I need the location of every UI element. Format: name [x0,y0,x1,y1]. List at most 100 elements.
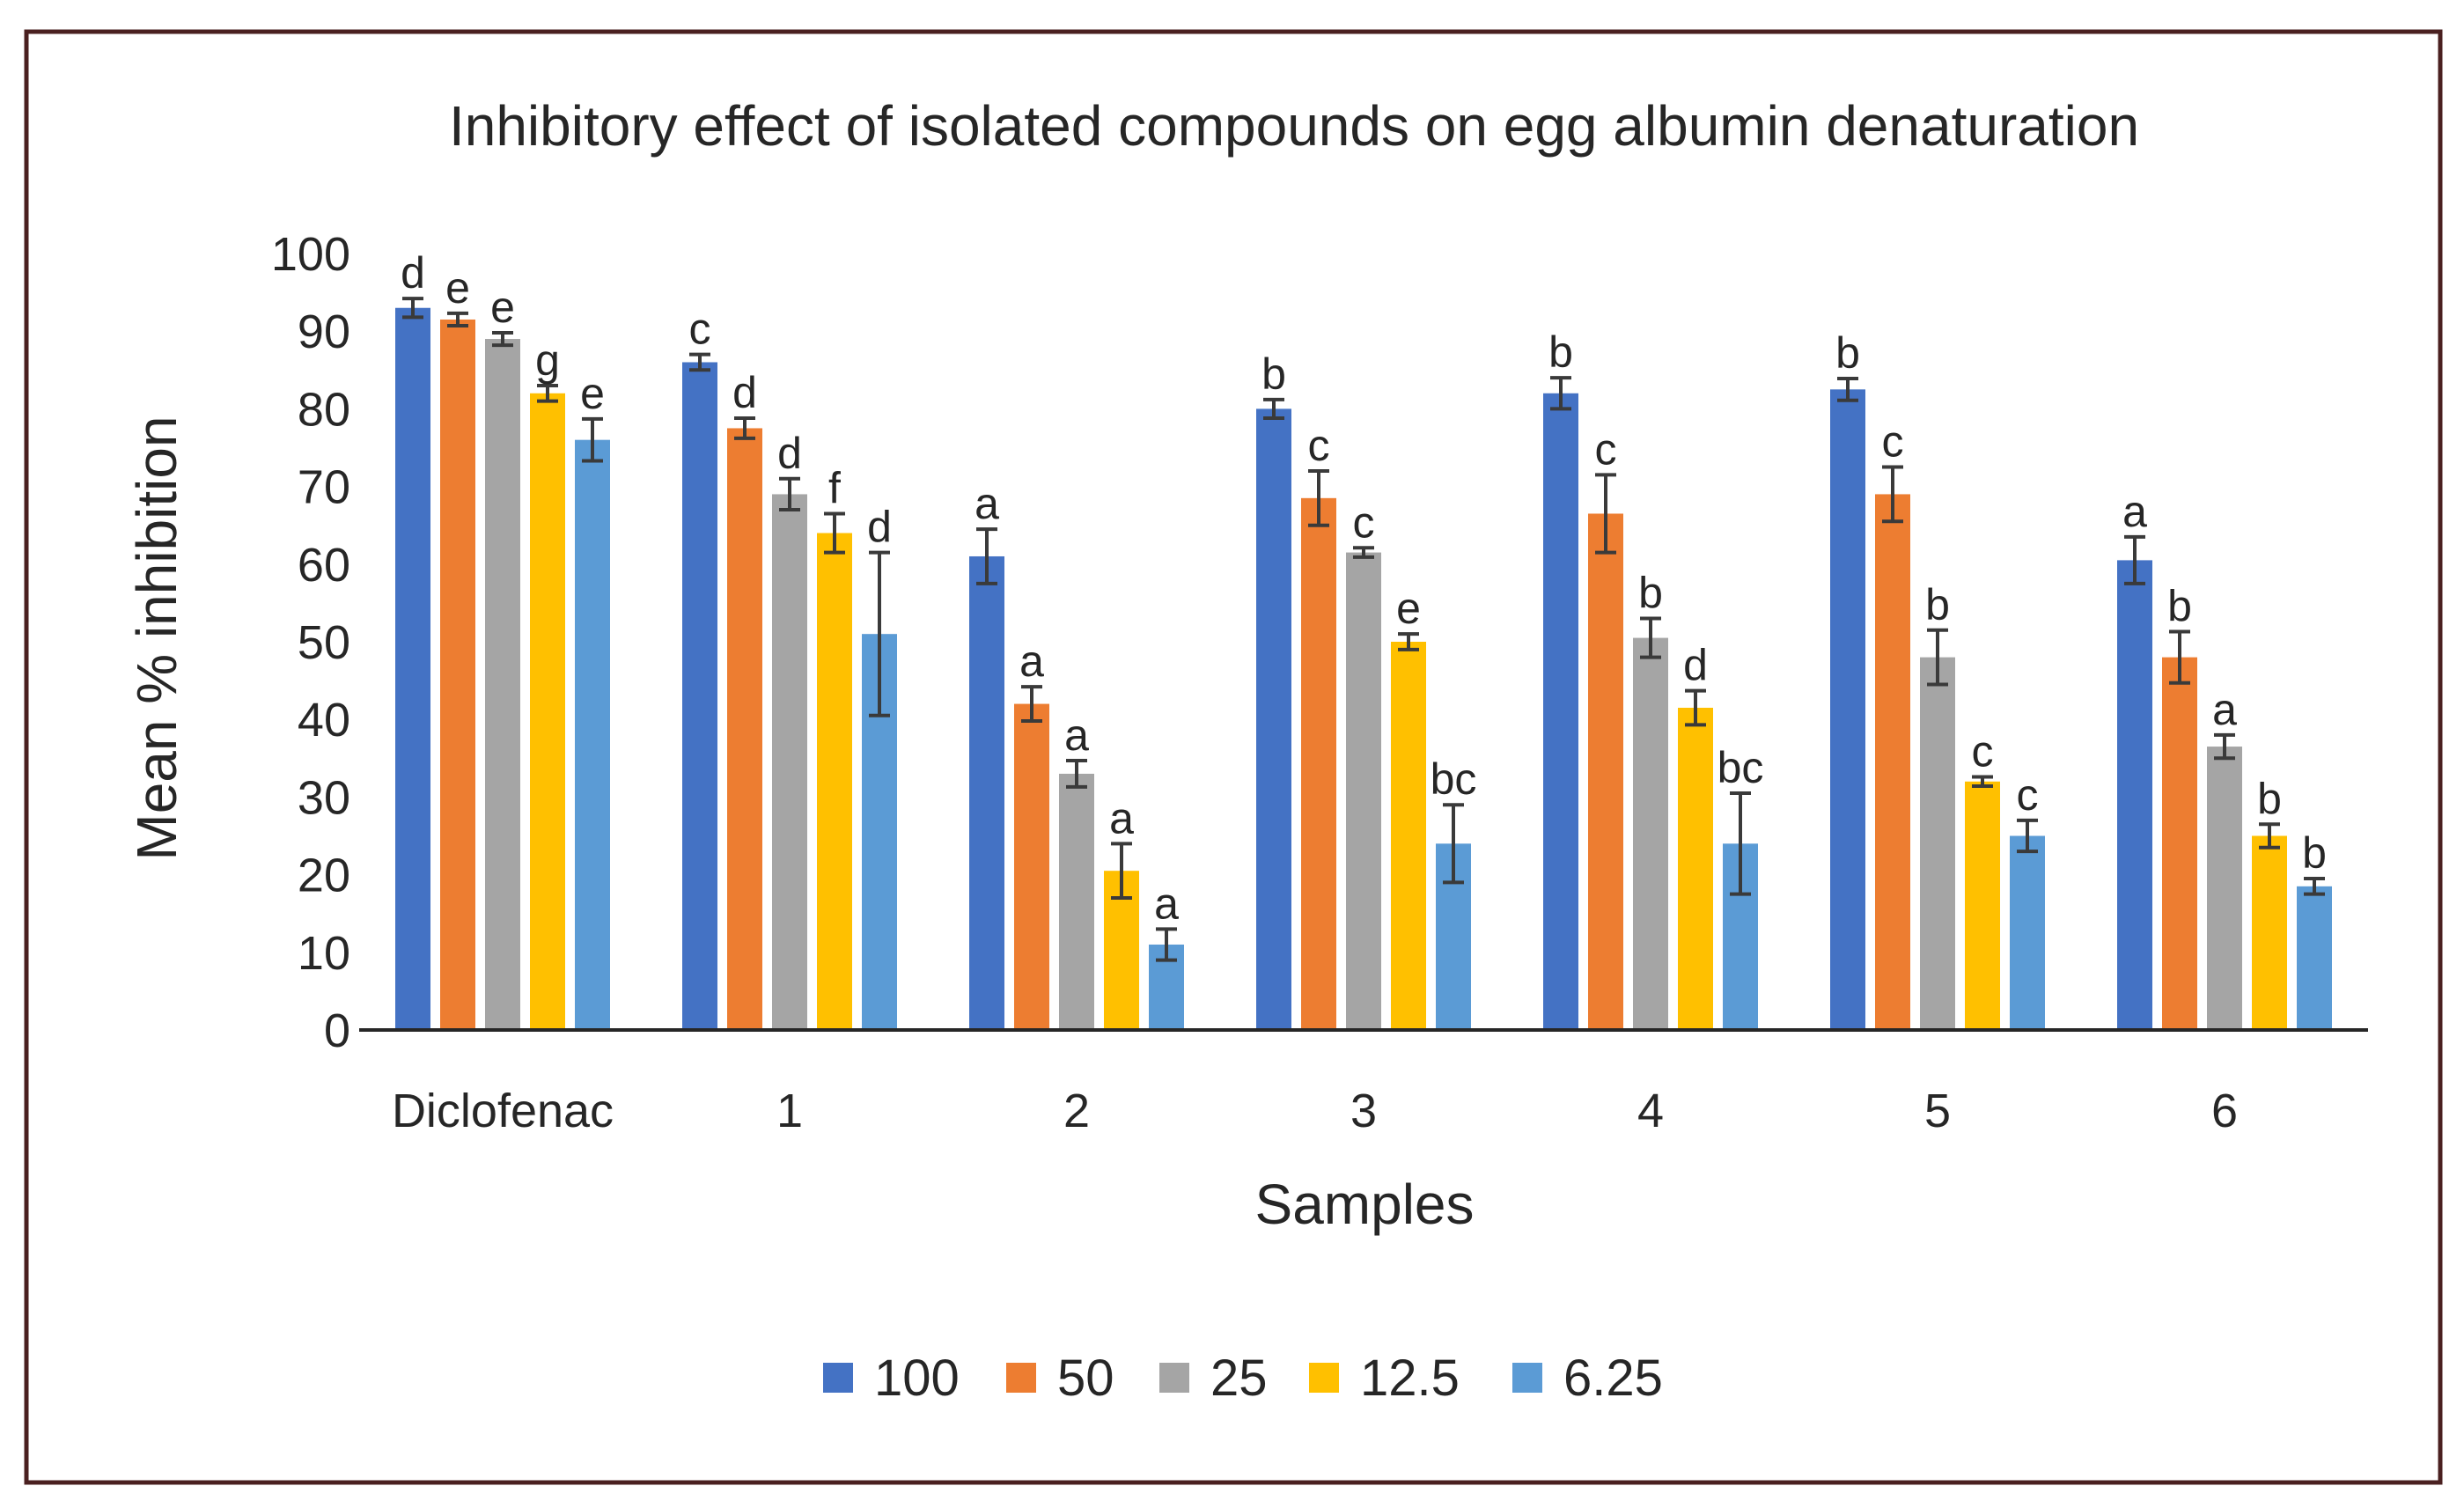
x-tick-label: 4 [1637,1085,1664,1137]
significance-label: a [1154,879,1179,928]
bar [1543,393,1578,1030]
bar [1678,707,1713,1030]
significance-label: c [1308,421,1330,470]
significance-label: b [2302,828,2327,878]
significance-label: d [867,503,892,552]
bar [1256,408,1291,1030]
y-axis-title: Mean % inhibition [125,416,188,860]
y-tick-label: 60 [298,539,350,592]
significance-label: d [777,429,802,478]
bar [682,362,717,1031]
x-tick-label: 5 [1924,1085,1951,1137]
significance-label: b [1548,327,1573,377]
y-tick-label: 20 [298,850,350,902]
significance-label: c [1882,417,1904,467]
y-tick-label: 10 [298,927,350,980]
bar [440,319,475,1031]
legend-swatch [1159,1363,1189,1393]
bar [1588,513,1623,1030]
significance-label: bc [1431,754,1477,804]
significance-label: d [732,368,757,417]
bar [1875,494,1910,1030]
bar [2252,835,2287,1030]
x-tick-label: 1 [776,1085,803,1137]
bar [485,339,520,1030]
significance-label: c [1972,726,1994,776]
legend-label: 25 [1210,1350,1268,1407]
bars-layer [395,307,2332,1031]
significance-label: d [1683,641,1708,690]
legend-swatch [823,1363,853,1393]
bar [575,439,610,1030]
bar [1301,497,1336,1030]
bar [772,494,807,1030]
significance-label: b [2167,582,2192,631]
bar [2162,657,2197,1030]
significance-label: f [828,463,841,512]
significance-label: bc [1717,743,1764,792]
chart-frame [24,29,2443,1485]
bar [1014,703,1049,1030]
significance-label: e [445,263,470,313]
x-axis-ticks: Diclofenac 1 2 3 4 5 6 [392,1085,2238,1137]
legend-swatch [1309,1363,1339,1393]
bar [1965,781,2000,1030]
bar [530,393,565,1030]
significance-label: a [2122,487,2147,536]
legend-label: 12.5 [1360,1350,1460,1407]
legend-swatch [1006,1363,1036,1393]
significance-label: a [1019,636,1044,686]
bar [395,307,430,1030]
significance-label: a [1064,710,1089,760]
chart-title: Inhibitory effect of isolated compounds … [449,94,2139,158]
bar [969,555,1004,1030]
bar [1391,642,1426,1030]
significance-label: e [580,369,605,418]
significance-label: b [1835,328,1860,378]
legend-label: 6.25 [1563,1350,1663,1407]
bar [2207,747,2242,1030]
bar [2117,560,2152,1030]
significance-label: e [490,283,515,332]
x-tick-label: Diclofenac [392,1085,614,1137]
y-tick-label: 100 [271,228,350,281]
y-tick-label: 30 [298,771,350,824]
x-tick-label: 6 [2211,1085,2238,1137]
bar [1633,637,1668,1030]
significance-label: b [1638,569,1663,618]
x-tick-label: 3 [1350,1085,1377,1137]
y-tick-label: 40 [298,694,350,747]
y-tick-label: 80 [298,383,350,436]
legend-label: 50 [1057,1350,1114,1407]
significance-label: g [535,335,560,385]
significance-label: a [2212,685,2237,734]
significance-label: c [689,305,711,354]
legend: 100 50 25 12.5 6.25 [823,1350,1663,1407]
bar [1346,552,1381,1030]
bar [2297,886,2332,1030]
error-bars-layer [402,297,2325,962]
bar [1059,773,1094,1030]
bar [2010,835,2045,1030]
significance-label: c [1595,424,1617,474]
significance-label: a [1109,793,1134,842]
bar [727,428,762,1030]
significance-label: d [401,248,425,298]
y-tick-label: 0 [324,1004,350,1057]
significance-label: c [1353,497,1375,547]
significance-label: c [2017,770,2039,820]
y-axis-ticks: 0 10 20 30 40 50 60 70 80 90 100 [271,228,350,1057]
bar [1830,389,1865,1031]
y-tick-label: 90 [298,305,350,358]
bar [1920,657,1955,1030]
x-tick-label: 2 [1063,1085,1090,1137]
significance-label: b [1925,580,1950,629]
x-axis-title: Samples [1255,1173,1475,1236]
significance-label: b [1261,349,1286,399]
y-tick-label: 50 [298,616,350,669]
legend-swatch [1512,1363,1542,1393]
significance-label: a [975,479,999,528]
